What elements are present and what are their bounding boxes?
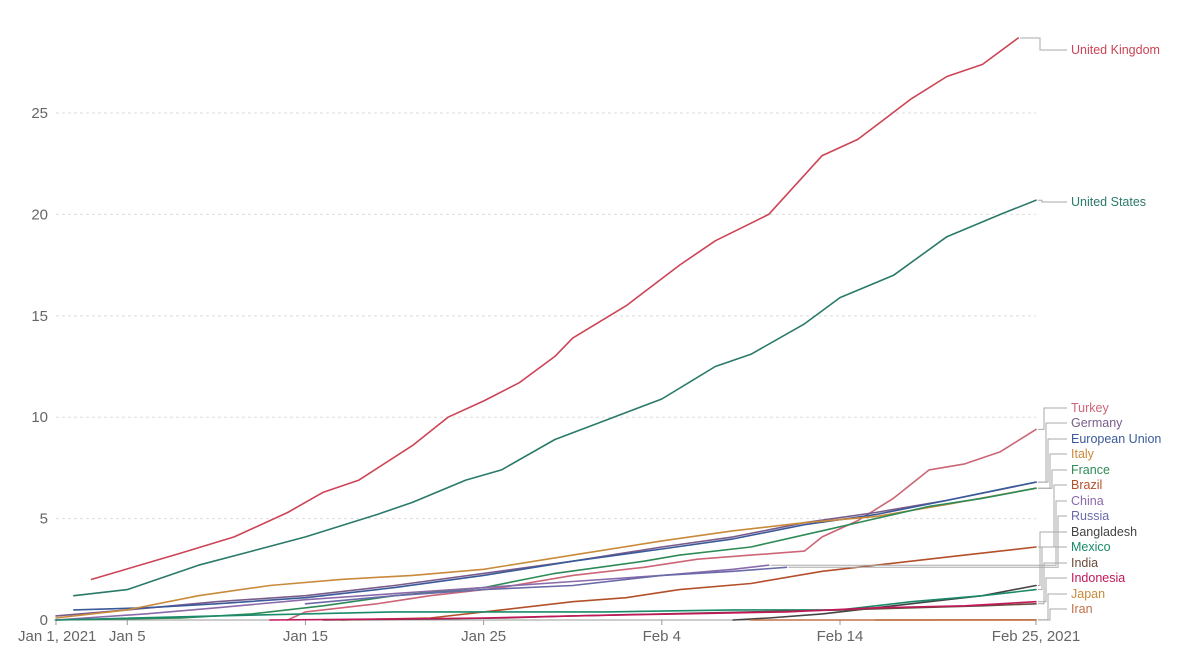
series-label-india: India: [1071, 556, 1098, 570]
series-line-brazil: [340, 546, 1037, 621]
series-label-indonesia: Indonesia: [1071, 571, 1125, 585]
x-tick-label: Feb 4: [643, 628, 681, 645]
x-tick-label: Jan 25: [461, 628, 506, 645]
series-line-indonesia: [269, 600, 1037, 621]
series-line-russia: [304, 566, 788, 605]
label-leader-line: [1038, 531, 1067, 586]
series-line-european-union: [73, 481, 1037, 611]
label-leader-line: [770, 500, 1067, 566]
series-label-brazil: Brazil: [1071, 478, 1102, 492]
label-leader-line: [788, 515, 1067, 568]
x-tick-label: Feb 14: [817, 628, 864, 645]
series-label-germany: Germany: [1071, 416, 1123, 430]
label-leader-line: [1038, 438, 1067, 483]
series-label-iran: Iran: [1071, 602, 1093, 616]
x-axis: Jan 1, 2021 Jan 5 Jan 15 Jan 25 Feb 4 Feb 14 F…: [18, 619, 1080, 645]
y-tick-label: 0: [40, 612, 48, 629]
label-leader-line: [1038, 469, 1067, 489]
gridlines: 0 5 10 15 20 25: [31, 105, 1036, 629]
series-label-italy: Italy: [1071, 447, 1095, 461]
series-line-united-states: [73, 199, 1037, 597]
series-label-mexico: Mexico: [1071, 540, 1111, 554]
y-tick-label: 25: [31, 105, 48, 122]
series-lines: [55, 37, 1037, 621]
series-label-united-states: United States: [1071, 195, 1146, 209]
x-tick-label: Feb 25, 2021: [992, 628, 1080, 645]
series-label-united-kingdom: United Kingdom: [1071, 43, 1160, 57]
series-label-bangladesh: Bangladesh: [1071, 525, 1137, 539]
series-label-turkey: Turkey: [1071, 401, 1109, 415]
y-tick-label: 10: [31, 409, 48, 426]
series-label-russia: Russia: [1071, 509, 1109, 523]
x-tick-label: Jan 5: [109, 628, 146, 645]
label-leader-line: [1038, 199, 1067, 203]
series-line-bangladesh: [732, 584, 1037, 621]
y-tick-label: 15: [31, 308, 48, 325]
series-line-turkey: [286, 428, 1037, 621]
label-leader-line: [1038, 562, 1067, 605]
label-leader-line: [1038, 593, 1067, 621]
label-leader-line: [1038, 577, 1067, 603]
y-tick-label: 5: [40, 511, 48, 528]
series-label-france: France: [1071, 463, 1110, 477]
series-line-italy: [55, 487, 1037, 619]
label-leader-line: [1038, 608, 1067, 621]
series-line-mexico: [55, 588, 1037, 621]
series-label-european-union: European Union: [1071, 432, 1161, 446]
x-tick-label: Jan 15: [283, 628, 328, 645]
label-leader-line: [1038, 407, 1067, 430]
series-labels: United Kingdom United States TurkeyGermany…: [770, 37, 1161, 621]
y-tick-label: 20: [31, 206, 48, 223]
label-leader-line: [1038, 546, 1067, 591]
series-label-china: China: [1071, 494, 1104, 508]
series-line-united-kingdom: [90, 37, 1019, 581]
series-line-france: [55, 487, 1037, 621]
series-label-japan: Japan: [1071, 587, 1105, 601]
label-leader-line: [1020, 37, 1067, 51]
x-tick-label: Jan 1, 2021: [18, 628, 96, 645]
series-line-china: [55, 564, 770, 621]
